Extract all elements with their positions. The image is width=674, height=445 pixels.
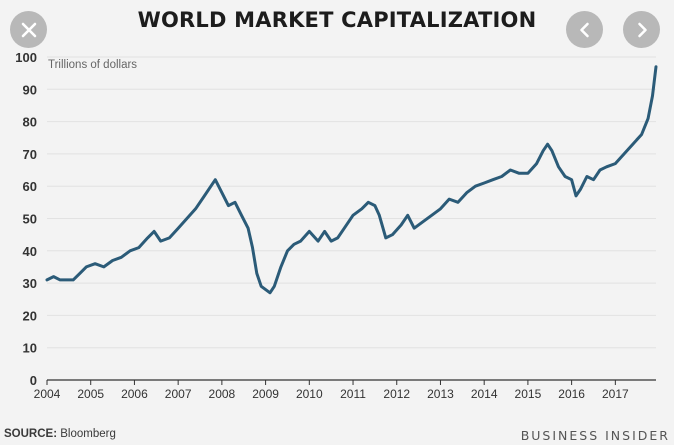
y-tick-label: 80	[23, 115, 37, 130]
x-tick-label: 2012	[383, 387, 410, 401]
y-tick-label: 60	[23, 179, 37, 194]
previous-button[interactable]	[566, 11, 603, 48]
x-tick-labels: 2004 2005 2006 2007 2008 2009 2010 2011 2012 2013…	[34, 380, 629, 401]
source-value: Bloomberg	[60, 428, 116, 440]
x-tick-label: 2007	[165, 387, 192, 401]
y-tick-label: 70	[23, 147, 37, 162]
source-note: SOURCE: Bloomberg	[4, 428, 116, 440]
chevron-right-icon	[637, 22, 647, 37]
series-line-market-cap	[45, 65, 658, 295]
x-tick-label: 2014	[471, 387, 498, 401]
y-tick-labels: 0 10 20 30 40 50 60 70 80 90 100	[15, 50, 37, 388]
y-tick-label: 90	[23, 82, 37, 97]
close-icon	[21, 22, 36, 37]
x-tick-label: 2008	[209, 387, 236, 401]
grid-lines	[47, 56, 656, 349]
x-tick-label: 2010	[296, 387, 323, 401]
x-tick-label: 2015	[515, 387, 542, 401]
x-tick-label: 2005	[77, 387, 104, 401]
next-button[interactable]	[623, 11, 660, 48]
x-tick-label: 2016	[558, 387, 585, 401]
y-tick-label: 40	[23, 244, 37, 259]
x-tick-label: 2009	[252, 387, 279, 401]
publisher-logo-text: BUSINESS INSIDER	[520, 428, 670, 443]
y-tick-label: 10	[23, 341, 37, 356]
x-tick-label: 2004	[34, 387, 61, 401]
source-label: SOURCE:	[4, 428, 58, 440]
chevron-left-icon	[579, 22, 589, 37]
chart-title: WORLD MARKET CAPITALIZATION	[137, 8, 537, 32]
y-tick-label: 20	[23, 308, 37, 323]
close-button[interactable]	[10, 11, 47, 48]
y-tick-label: 0	[30, 373, 37, 388]
x-tick-label: 2013	[427, 387, 454, 401]
y-axis-label: Trillions of dollars	[48, 59, 137, 71]
x-tick-label: 2017	[602, 387, 629, 401]
y-tick-label: 100	[15, 50, 37, 65]
y-tick-label: 50	[23, 212, 37, 227]
x-tick-label: 2006	[121, 387, 148, 401]
x-tick-label: 2011	[340, 387, 366, 401]
y-tick-label: 30	[23, 276, 37, 291]
